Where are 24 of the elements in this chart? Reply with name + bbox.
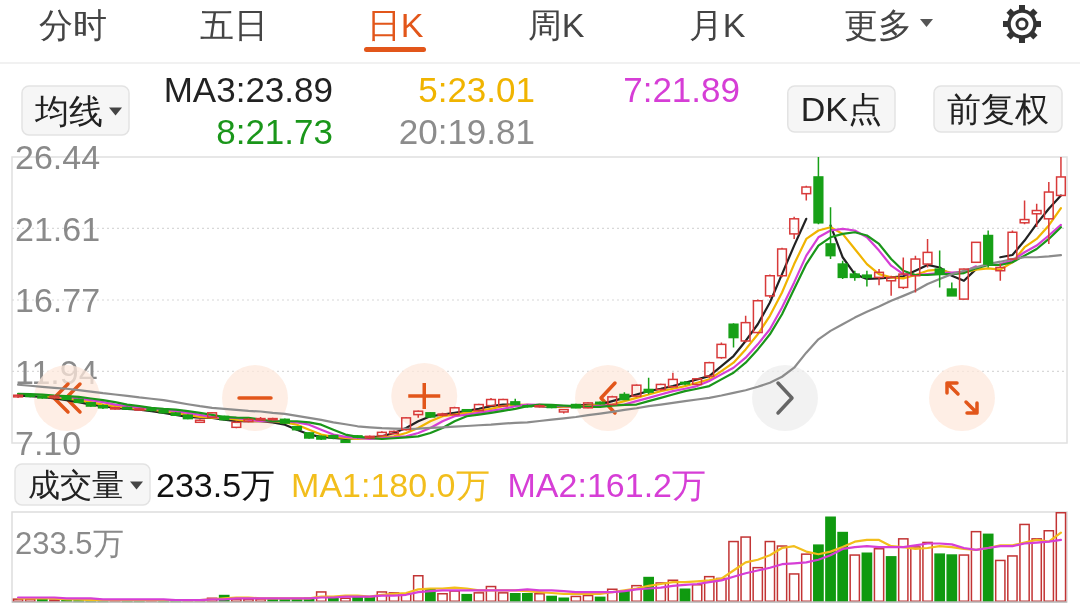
legend-item: 20:19.81 <box>398 112 535 151</box>
tab-label: 月K <box>688 6 746 44</box>
legend-item: MA3:23.89 <box>163 70 333 109</box>
legend-item: 8:21.73 <box>216 112 333 151</box>
tab-label: 日K <box>366 6 424 44</box>
y-tick-label: 7.10 <box>15 424 82 463</box>
title: 成交量 <box>28 467 124 503</box>
y-tick-label: 21.61 <box>15 209 101 248</box>
annotation: 前复权 <box>947 90 1049 128</box>
tab-label: 五日 <box>200 6 268 44</box>
tab-label: 更多 <box>844 6 912 44</box>
legend-item: 7:21.89 <box>623 70 740 109</box>
annotation: DK点 <box>800 90 882 128</box>
legend-item: 5:23.01 <box>418 70 535 109</box>
title: 均线 <box>35 91 103 130</box>
annotation: 233.5万 <box>15 526 124 561</box>
legend-item: MA1:180.0万 <box>291 466 490 504</box>
annotation: 233.5万 <box>156 466 276 504</box>
y-tick-label: 11.94 <box>15 352 98 391</box>
tab-label: 分时 <box>39 6 107 44</box>
tab-label: 周K <box>527 6 585 44</box>
y-tick-label: 16.77 <box>15 281 101 320</box>
legend-item: MA2:161.2万 <box>507 466 706 504</box>
y-tick-label: 26.44 <box>15 138 101 177</box>
